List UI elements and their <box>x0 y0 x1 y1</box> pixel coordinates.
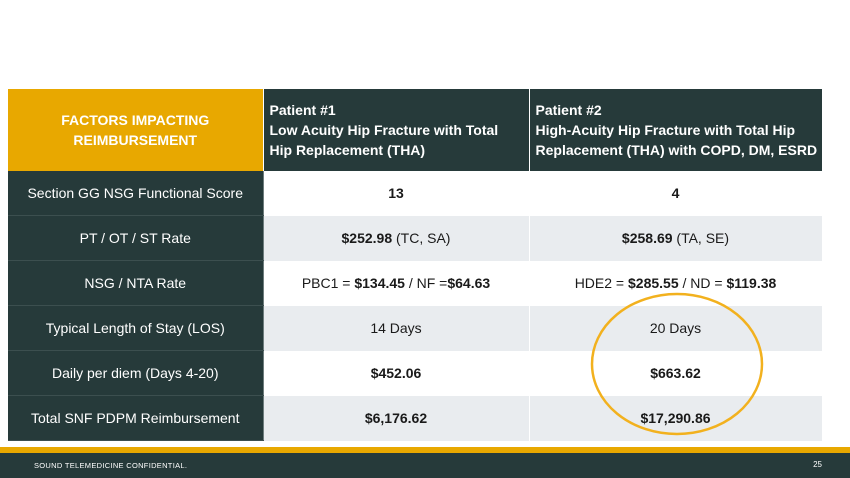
table-row: Section GG NSG Functional Score 13 4 <box>8 171 823 216</box>
value-suffix: (TA, SE) <box>672 230 730 246</box>
table-row: Daily per diem (Days 4-20) $452.06 $663.… <box>8 350 823 396</box>
value-bold: $64.63 <box>447 275 491 291</box>
value-bold: $252.98 <box>341 230 393 246</box>
table-row: Total SNF PDPM Reimbursement $6,176.62 $… <box>8 395 823 441</box>
value-part: HDE2 = <box>574 275 628 291</box>
factor-label: Typical Length of Stay (LOS) <box>8 305 264 351</box>
header-patient1-cell: Patient #1 Low Acuity Hip Fracture with … <box>263 89 530 171</box>
footer-bar: SOUND TELEMEDICINE CONFIDENTIAL. 25 <box>0 453 850 478</box>
header-factors-line1: FACTORS IMPACTING <box>61 112 210 128</box>
table-row: NSG / NTA Rate PBC1 = $134.45 / NF =$64.… <box>8 260 823 306</box>
patient2-value: 4 <box>529 171 823 216</box>
reimbursement-comparison-table: FACTORS IMPACTING REIMBURSEMENT Patient … <box>8 89 823 441</box>
patient1-desc-line2: Hip Replacement (THA) <box>269 142 426 158</box>
patient2-value: $17,290.86 <box>529 395 823 441</box>
header-factors-line2: REIMBURSEMENT <box>73 132 198 148</box>
value-bold: $285.55 <box>628 275 679 291</box>
value-bold: $452.06 <box>370 365 422 381</box>
value-bold: $258.69 <box>621 230 673 246</box>
patient1-value: $6,176.62 <box>263 395 530 441</box>
confidential-notice: SOUND TELEMEDICINE CONFIDENTIAL. <box>34 461 188 470</box>
patient1-desc-line1: Low Acuity Hip Fracture with Total <box>269 122 499 138</box>
patient2-value: $258.69 (TA, SE) <box>529 215 823 261</box>
patient2-desc-line1: High-Acuity Hip Fracture with Total Hip <box>535 122 796 138</box>
page-number: 25 <box>813 460 822 469</box>
header-factors-cell: FACTORS IMPACTING REIMBURSEMENT <box>8 89 264 171</box>
value-suffix: (TC, SA) <box>392 230 451 246</box>
value-bold: $119.38 <box>726 275 777 291</box>
patient2-value: $663.62 <box>529 350 823 396</box>
patient1-value: 13 <box>263 171 530 216</box>
value-bold: $6,176.62 <box>364 410 428 426</box>
patient1-value: PBC1 = $134.45 / NF =$64.63 <box>263 260 530 306</box>
factor-label: PT / OT / ST Rate <box>8 215 264 261</box>
value-part: PBC1 = <box>301 275 355 291</box>
value-bold: 13 <box>388 185 404 202</box>
value-bold: $134.45 <box>354 275 405 291</box>
header-patient2-cell: Patient #2 High-Acuity Hip Fracture with… <box>529 89 823 171</box>
table-row: Typical Length of Stay (LOS) 14 Days 20 … <box>8 305 823 351</box>
value-part: / NF = <box>404 275 448 291</box>
table-header-row: FACTORS IMPACTING REIMBURSEMENT Patient … <box>8 89 823 171</box>
factor-label: NSG / NTA Rate <box>8 260 264 306</box>
factor-label: Total SNF PDPM Reimbursement <box>8 395 264 441</box>
patient2-value: HDE2 = $285.55 / ND = $119.38 <box>529 260 823 306</box>
patient1-title: Patient #1 <box>269 102 336 118</box>
patient2-desc-line2: Replacement (THA) with COPD, DM, ESRD <box>535 142 818 158</box>
factor-label: Daily per diem (Days 4-20) <box>8 350 264 396</box>
table-row: PT / OT / ST Rate $252.98 (TC, SA) $258.… <box>8 215 823 261</box>
factor-label: Section GG NSG Functional Score <box>8 171 264 216</box>
value-bold: 4 <box>671 185 680 202</box>
patient1-value: $452.06 <box>263 350 530 396</box>
patient1-value: $252.98 (TC, SA) <box>263 215 530 261</box>
footer-accent-strip <box>0 447 850 453</box>
patient2-value: 20 Days <box>529 305 823 351</box>
patient1-value: 14 Days <box>263 305 530 351</box>
patient2-title: Patient #2 <box>535 102 602 118</box>
value-bold: $663.62 <box>650 365 701 381</box>
value-part: / ND = <box>678 275 727 291</box>
value-bold: $17,290.86 <box>640 410 711 426</box>
